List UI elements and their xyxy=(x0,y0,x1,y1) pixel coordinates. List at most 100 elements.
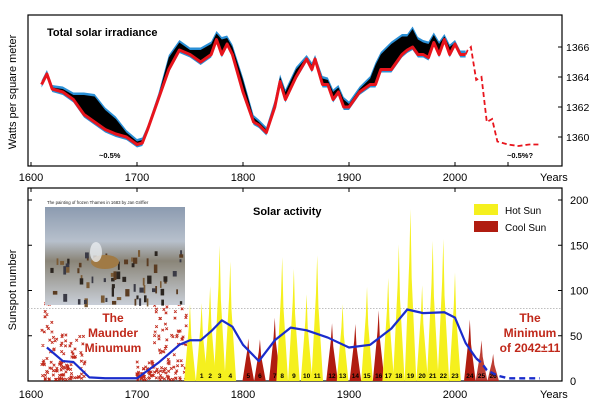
painting-figure xyxy=(117,261,120,270)
sunspot-cycle-peak xyxy=(224,261,237,381)
painting-figure xyxy=(85,252,89,259)
cycle-number-label: 13 xyxy=(339,373,347,380)
sunspot-cycle-peak xyxy=(336,304,349,381)
sunspot-x-tick-label: 1800 xyxy=(231,389,255,401)
tsi-black-band xyxy=(41,29,466,145)
sunspot-cycles: 1 2 3 4 5 6 7 8 9 10 11 12 13 14 15 16 17 18 19 20 21 22 23 24 2… xyxy=(184,209,499,381)
painting-figure xyxy=(105,297,108,302)
sunspot-cycle-peak xyxy=(437,238,450,381)
cycle-number-label: 15 xyxy=(363,373,371,380)
cycle-number-label: 3 xyxy=(218,373,222,380)
tsi-band-layer xyxy=(40,26,540,148)
sunspot-cycle-peak xyxy=(372,310,385,381)
cycle-number-label: 16 xyxy=(375,373,383,380)
tsi-forecast-line xyxy=(464,45,540,147)
painting-figure xyxy=(133,284,136,292)
sunspot-cycle-peak xyxy=(326,323,338,381)
future-line-3: of 2042±11 xyxy=(500,341,561,355)
painting-figure xyxy=(111,287,115,297)
painting-figure xyxy=(142,277,145,286)
painting-figure xyxy=(146,258,149,267)
sunspot-cycle-peak xyxy=(288,268,300,381)
painting-figure xyxy=(161,299,164,306)
painting-caption: The painting of frozen Thames in 1683 by… xyxy=(47,200,149,205)
maunder-line-3: Minumum xyxy=(85,341,142,355)
cycle-number-label: 11 xyxy=(314,373,321,380)
sunspot-cycle-peak xyxy=(416,285,428,381)
painting-figure xyxy=(134,298,137,306)
painting-figure xyxy=(138,250,141,257)
painting-figure xyxy=(139,287,144,293)
cycle-number-label: 7 xyxy=(273,373,277,380)
tsi-x-tick-label: 1800 xyxy=(231,172,255,184)
painting-figure xyxy=(63,266,67,275)
painting-smoke xyxy=(90,242,102,262)
sunspot-cycle-peak xyxy=(449,272,461,381)
future-line-1: The xyxy=(519,311,541,325)
cycle-number-label: 18 xyxy=(395,373,403,380)
cycle-number-label: 23 xyxy=(451,373,459,380)
painting-figure xyxy=(111,284,115,289)
painting-figure xyxy=(131,257,133,262)
cycle-number-label: 6 xyxy=(258,373,262,380)
tsi-x-label: Years xyxy=(540,172,568,184)
cycle-number-label: 24 xyxy=(466,373,474,380)
painting-figure xyxy=(86,256,89,261)
sunspot-cycle-peak xyxy=(475,340,488,381)
painting-figure xyxy=(143,295,147,303)
tsi-red-line xyxy=(40,38,466,146)
sunspot-ticks: 1600 1700 1800 1900 2000 0 50 100 150 200 xyxy=(19,188,588,401)
sunspot-y-label: Sunspot number xyxy=(7,249,19,330)
painting-figure xyxy=(60,261,65,265)
painting-figure xyxy=(100,295,105,303)
painting-figure xyxy=(63,293,68,302)
cycle-number-label: 19 xyxy=(407,373,415,380)
painting-figure xyxy=(154,251,158,257)
cycle-number-label: 5 xyxy=(246,373,250,380)
sunspot-x-tick-label: 2000 xyxy=(443,389,467,401)
tsi-y-tick-label: 1366 xyxy=(566,42,590,54)
sunspot-cycle-peak xyxy=(195,303,208,381)
painting-figure xyxy=(146,298,149,307)
sunspot-trend xyxy=(46,308,540,380)
sunspot-x-tick-label: 1600 xyxy=(19,389,43,401)
tsi-y-tick-label: 1364 xyxy=(566,72,590,84)
frozen-thames-painting xyxy=(45,207,185,305)
cycle-number-label: 1 xyxy=(200,373,204,380)
legend-swatch-hot xyxy=(474,204,498,215)
painting-figure xyxy=(80,275,83,279)
painting-figure xyxy=(83,299,87,305)
sunspot-y-tick-label: 150 xyxy=(570,240,588,252)
maunder-line-1: The xyxy=(102,311,124,325)
cycle-number-label: 4 xyxy=(228,373,232,380)
sunspot-cycle-peak xyxy=(487,353,499,381)
painting-figure xyxy=(67,258,70,265)
tsi-y-tick-label: 1360 xyxy=(566,132,590,144)
tsi-y-tick-label: 1362 xyxy=(566,102,590,114)
tsi-annotation-past: ~0.5% xyxy=(99,151,121,160)
painting-figure xyxy=(116,297,122,301)
painting-figure xyxy=(65,263,70,268)
sunspot-cycle-peak xyxy=(382,277,395,381)
painting-figure xyxy=(133,257,138,264)
painting-figure xyxy=(52,290,58,295)
sunspot-x-label: Years xyxy=(540,389,568,401)
sunspot-x-tick-label: 1900 xyxy=(337,389,361,401)
painting-figure xyxy=(103,278,106,283)
painting-figure xyxy=(91,276,94,284)
tsi-x-tick-label: 1900 xyxy=(337,172,361,184)
painting-figure xyxy=(111,300,117,305)
painting-figures xyxy=(50,242,184,308)
cycle-number-label: 22 xyxy=(440,373,448,380)
painting-figure xyxy=(155,286,158,294)
sunspot-y-tick-label: 100 xyxy=(570,286,588,298)
painting-figure xyxy=(147,275,152,284)
tsi-y-label: Watts per square meter xyxy=(7,34,19,149)
sunspot-panel: 1 2 3 4 5 6 7 8 9 10 11 12 13 14 15 16 17 18 19 20 21 22 23 24 2… xyxy=(7,187,588,401)
sunspot-cycle-peak xyxy=(426,240,439,381)
sunspot-y-tick-label: 200 xyxy=(570,195,588,207)
tsi-x-tick-label: 1600 xyxy=(19,172,43,184)
painting-figure xyxy=(50,267,54,273)
painting-figure xyxy=(179,259,182,263)
